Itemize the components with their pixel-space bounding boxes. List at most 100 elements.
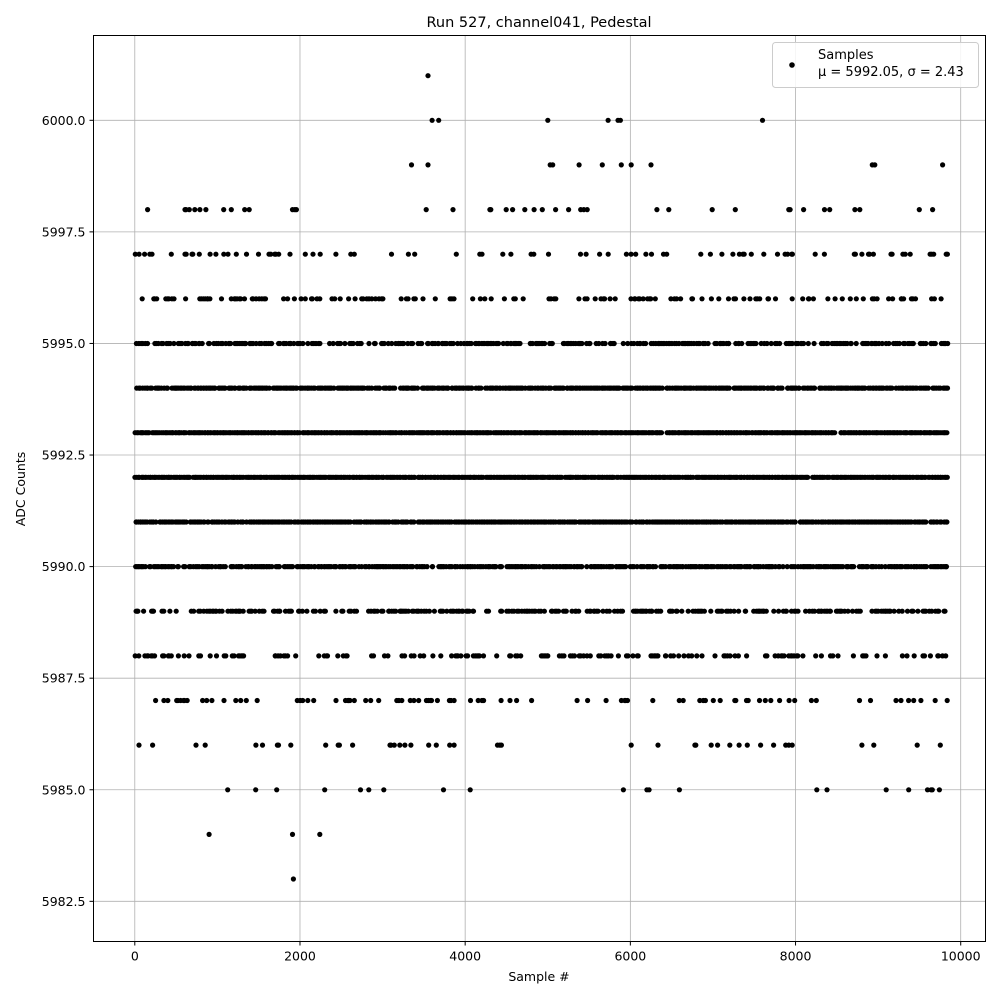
sample-point: [698, 251, 704, 257]
sample-point: [602, 340, 608, 347]
sample-point: [563, 608, 569, 614]
sample-point: [152, 653, 158, 659]
sample-point: [763, 608, 769, 614]
sample-point: [381, 787, 387, 793]
sample-point: [679, 608, 685, 614]
sample-point: [617, 117, 624, 123]
sample-point: [717, 697, 723, 704]
sample-point: [918, 697, 924, 704]
sample-point: [733, 697, 739, 704]
sample-point: [402, 742, 408, 748]
sample-point: [915, 608, 921, 614]
sample-point: [579, 340, 585, 347]
sample-point: [576, 162, 582, 168]
sample-point: [887, 608, 893, 614]
sample-point: [253, 742, 259, 748]
sample-point: [785, 251, 791, 257]
sample-point: [741, 296, 747, 302]
sample-point: [681, 653, 687, 659]
sample-point: [907, 251, 913, 257]
sample-point: [494, 653, 500, 659]
sample-point: [493, 564, 499, 570]
sample-point: [805, 340, 811, 347]
sample-point: [132, 653, 138, 659]
sample-point: [449, 653, 455, 659]
sample-point: [536, 564, 543, 570]
sample-point: [944, 474, 950, 480]
sample-point: [385, 653, 391, 659]
sample-point: [923, 519, 929, 525]
sample-point: [923, 340, 929, 347]
sample-point: [370, 653, 377, 659]
sample-point: [299, 608, 305, 614]
sample-point: [699, 653, 705, 659]
sample-point: [287, 251, 293, 257]
sample-point: [410, 564, 416, 570]
sample-point: [852, 207, 858, 213]
sample-point: [476, 653, 482, 659]
sample-point: [167, 340, 173, 347]
sample-point: [340, 608, 346, 614]
sample-point: [242, 207, 248, 213]
sample-point: [145, 207, 151, 213]
sample-point: [932, 340, 938, 347]
sample-point: [736, 742, 742, 748]
y-tick-label: 5992.5: [42, 448, 86, 463]
sample-point: [545, 117, 551, 123]
sample-point: [879, 564, 885, 570]
sample-point: [139, 296, 145, 302]
sample-point: [852, 251, 859, 257]
sample-point: [150, 742, 156, 748]
sample-point: [655, 653, 661, 659]
sample-point: [620, 787, 627, 793]
sample-point: [727, 653, 733, 659]
sample-point: [186, 207, 192, 213]
sample-point: [768, 340, 774, 347]
sample-point: [693, 742, 699, 748]
sample-point: [598, 653, 604, 659]
sample-point: [469, 385, 475, 391]
sample-point: [825, 296, 831, 302]
sample-point: [503, 207, 509, 213]
sample-point: [460, 608, 466, 614]
sample-point: [142, 251, 148, 257]
sample-point: [408, 742, 414, 748]
sample-point: [183, 519, 189, 525]
sample-point: [512, 296, 518, 302]
sample-point: [435, 340, 442, 347]
sample-point: [911, 697, 917, 704]
sample-point: [710, 697, 716, 704]
sample-point: [360, 296, 366, 302]
sample-point: [771, 608, 777, 614]
sample-point: [136, 251, 142, 257]
sample-point: [747, 564, 753, 570]
sample-point: [731, 608, 737, 614]
sample-point: [545, 251, 552, 257]
sample-point: [659, 385, 665, 391]
sample-point: [509, 207, 516, 213]
sample-point: [824, 787, 830, 793]
sample-point: [874, 296, 880, 302]
sample-point: [431, 608, 437, 614]
legend-marker: [789, 62, 795, 68]
sample-point: [571, 653, 578, 659]
sample-point: [716, 296, 722, 302]
sample-point: [241, 296, 248, 302]
sample-point: [735, 653, 742, 659]
sample-point: [499, 608, 505, 614]
sample-point: [411, 653, 417, 659]
sample-point: [171, 296, 177, 302]
sample-point: [444, 608, 450, 614]
sample-point: [399, 697, 405, 704]
sample-point: [412, 251, 418, 257]
sample-point: [759, 117, 766, 123]
sample-point: [425, 162, 431, 168]
sample-point: [654, 207, 660, 213]
sample-point: [812, 385, 818, 391]
sample-point: [830, 653, 836, 659]
sample-point: [574, 697, 580, 704]
sample-point: [727, 742, 733, 748]
sample-point: [848, 340, 854, 347]
sample-point: [171, 340, 177, 347]
sample-point: [619, 608, 626, 614]
